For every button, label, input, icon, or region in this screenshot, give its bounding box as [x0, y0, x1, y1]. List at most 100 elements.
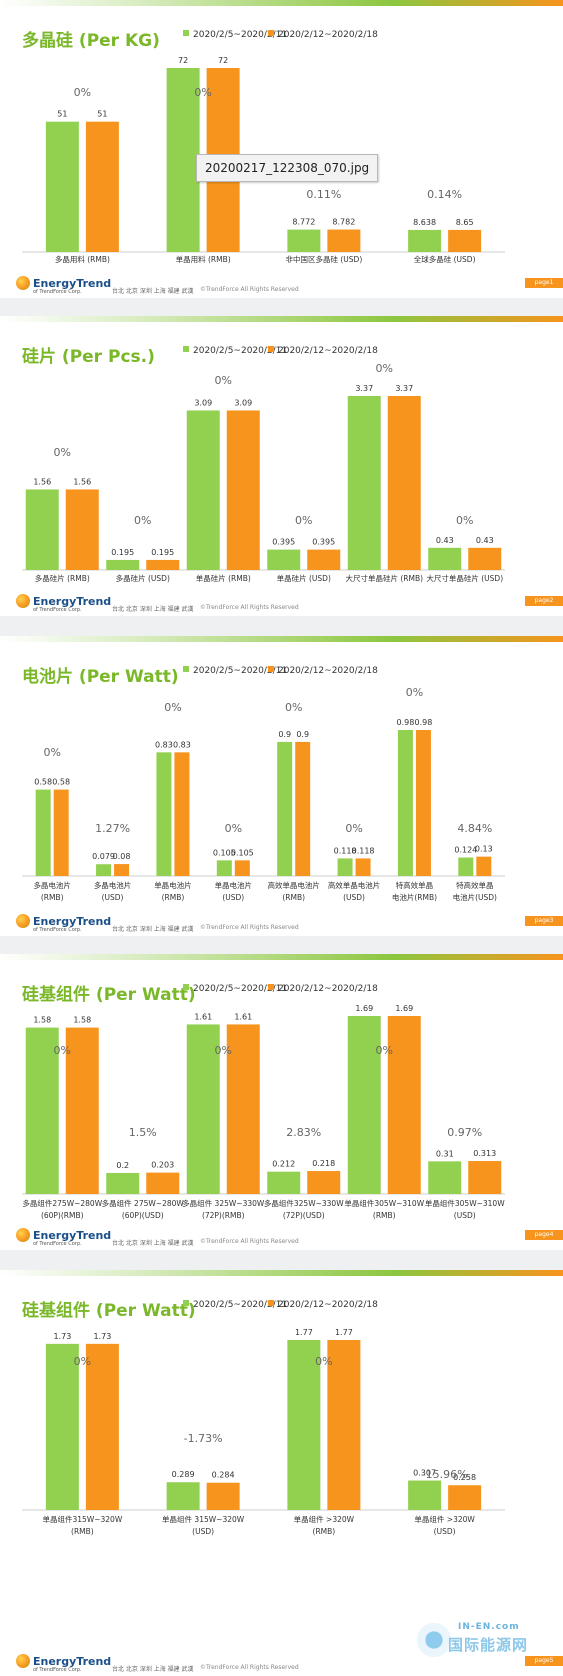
- bar-s2: [448, 1485, 482, 1510]
- change-label: 0%: [295, 514, 312, 527]
- footer-copyright: ©TrendForce All Rights Reserved: [200, 1664, 299, 1671]
- data-label: 0.284: [212, 1471, 235, 1480]
- change-label: 0.14%: [427, 188, 462, 201]
- slide-top-accent: [0, 316, 563, 322]
- slide-top-accent: [0, 1270, 563, 1276]
- data-label: 3.09: [234, 398, 252, 407]
- bar-s2: [387, 1016, 421, 1194]
- category-label: 单晶组件305W~310W: [425, 1198, 505, 1208]
- legend-swatch: [268, 30, 274, 36]
- data-label: 1.61: [194, 1012, 212, 1021]
- bar-s2: [476, 856, 492, 876]
- bar-s2: [234, 860, 250, 876]
- bar-s2: [327, 1340, 361, 1510]
- data-label: 0.124: [454, 846, 477, 855]
- change-label: 0%: [315, 1355, 332, 1368]
- change-label: 0.11%: [306, 188, 341, 201]
- category-label: 特高效单晶: [396, 880, 434, 890]
- legend-swatch: [268, 666, 274, 672]
- watermark-domain: IN-EN.com: [458, 1622, 520, 1632]
- slide-title: 硅基组件 (Per Watt): [22, 985, 196, 1005]
- category-label: (RMB): [41, 893, 64, 902]
- category-label: 多晶硅片 (USD): [116, 573, 170, 583]
- bar-s1: [106, 559, 140, 570]
- brand-name: EnergyTrend: [33, 277, 112, 290]
- data-label: 0.43: [476, 536, 494, 545]
- data-label: 0.313: [473, 1149, 496, 1158]
- category-label: 单晶组件 315W~320W: [162, 1514, 245, 1524]
- bar-s1: [428, 1161, 462, 1194]
- legend-label: 2020/2/5~2020/2/11: [193, 30, 288, 40]
- data-label: 0.08: [113, 852, 131, 861]
- data-label: 0.307: [413, 1469, 436, 1478]
- category-label: (USD): [102, 893, 124, 902]
- category-label: 高效单晶电池片: [267, 880, 320, 890]
- bar-s2: [387, 396, 421, 570]
- bar-s2: [174, 752, 190, 876]
- bar-s2: [226, 1024, 260, 1194]
- legend-swatch: [183, 1300, 189, 1306]
- category-label: 单晶组件305W~310W: [344, 1198, 424, 1208]
- data-label: 3.37: [395, 384, 413, 393]
- category-label: (72P)(RMB): [202, 1211, 245, 1220]
- bar-s1: [347, 1016, 381, 1194]
- bar-s2: [85, 121, 119, 253]
- bar-s1: [337, 858, 353, 876]
- legend-label: 2020/2/5~2020/2/11: [193, 666, 288, 676]
- bar-chart: 1.56 1.56 0% 多晶硅片 (RMB) 0.195 0.195 0% 多晶硅片 (US…: [22, 362, 505, 583]
- data-label: 0.98: [415, 718, 433, 727]
- energytrend-logo: EnergyTrend of TrendForce Corp.: [16, 1654, 111, 1673]
- data-label: 1.77: [335, 1328, 353, 1337]
- data-label: 0.289: [172, 1470, 195, 1479]
- slide-title: 多晶硅 (Per KG): [22, 31, 160, 51]
- bar-s2: [206, 1482, 240, 1510]
- legend-item-s2: 2020/2/12~2020/2/18: [268, 666, 378, 676]
- bar-chart: 51 51 0% 多晶用料 (RMB) 72 72 0% 单晶用料 (RMB) 8.772 8.7…: [22, 56, 505, 264]
- change-label: 0%: [134, 514, 151, 527]
- footer-copyright: ©TrendForce All Rights Reserved: [200, 924, 299, 931]
- watermark-logo-icon: [414, 1620, 454, 1660]
- watermark: IN-EN.com 国际能源网: [414, 1618, 554, 1666]
- category-label: 多晶电池片: [94, 880, 132, 890]
- slide-1: 多晶硅 (Per KG) 2020/2/5~2020/2/11 2020/2/12~…: [0, 0, 563, 298]
- change-label: 1.27%: [95, 822, 130, 835]
- energytrend-logo-icon: [16, 1654, 30, 1668]
- data-label: 0.079: [92, 852, 115, 861]
- change-label: 0.97%: [447, 1126, 482, 1139]
- category-label: 电池片(RMB): [392, 892, 437, 902]
- data-label: 1.73: [93, 1332, 111, 1341]
- legend-label: 2020/2/12~2020/2/18: [278, 984, 378, 994]
- data-label: 0.203: [151, 1161, 174, 1170]
- data-label: 0.195: [151, 548, 174, 557]
- category-label: (USD): [222, 893, 244, 902]
- change-label: 0%: [456, 514, 473, 527]
- bar-s1: [347, 396, 381, 570]
- category-label: 多晶组件275W~280W: [22, 1198, 102, 1208]
- category-label: 单晶组件 >320W: [414, 1514, 475, 1524]
- bar-chart: 1.73 1.73 0% 单晶组件315W~320W (RMB) 0.289 0.284 -1…: [22, 1328, 505, 1536]
- bar-s1: [25, 1027, 59, 1194]
- bar-s1: [267, 1171, 301, 1194]
- legend-item-s1: 2020/2/5~2020/2/11: [183, 346, 287, 356]
- bar-s2: [415, 730, 431, 876]
- legend-item-s1: 2020/2/5~2020/2/11: [183, 1300, 287, 1310]
- page-tag: page2: [525, 596, 563, 606]
- data-label: 0.43: [436, 536, 454, 545]
- category-label: (RMB): [373, 1211, 396, 1220]
- bar-s2: [114, 864, 130, 876]
- bar-s1: [267, 549, 301, 570]
- category-label: (USD): [343, 893, 365, 902]
- data-label: 1.58: [33, 1016, 51, 1025]
- brand-name: EnergyTrend: [33, 595, 112, 608]
- data-label: 1.56: [73, 477, 91, 486]
- legend-swatch: [183, 30, 189, 36]
- legend-swatch: [183, 346, 189, 352]
- page-tag: page3: [525, 916, 563, 926]
- legend-label: 2020/2/5~2020/2/11: [193, 346, 288, 356]
- legend-label: 2020/2/12~2020/2/18: [278, 1300, 378, 1310]
- bar-s1: [408, 229, 442, 252]
- filename-tooltip: 20200217_122308_070.jpg: [196, 154, 379, 182]
- bar-s2: [327, 229, 361, 252]
- legend-item-s1: 2020/2/5~2020/2/11: [183, 984, 287, 994]
